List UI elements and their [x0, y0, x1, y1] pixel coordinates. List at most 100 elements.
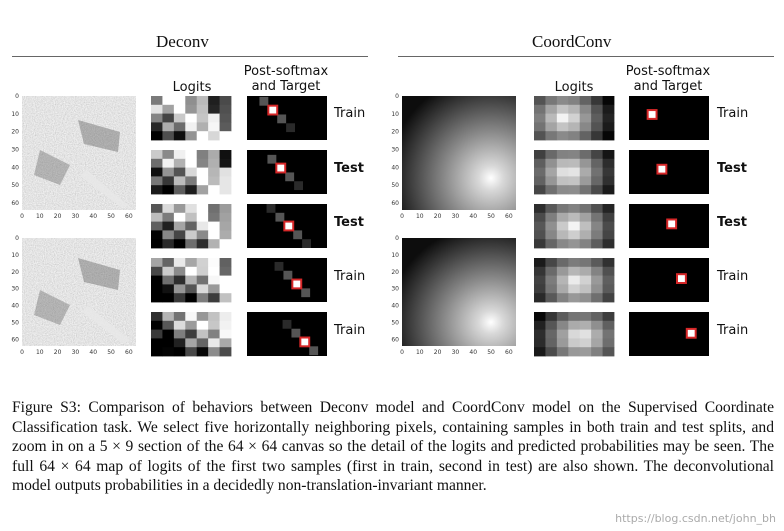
coordconv-logits-crop	[534, 96, 615, 141]
deconv-row-5-label: Train	[334, 323, 366, 338]
y-tick-label: 30	[11, 146, 19, 153]
figure-caption: Figure S3: Comparison of behaviors betwe…	[12, 399, 774, 494]
y-tick-label: 30	[11, 286, 19, 293]
deconv-softmax-crop	[247, 204, 327, 248]
x-tick-label: 50	[487, 213, 495, 220]
y-tick-label: 20	[391, 269, 399, 276]
y-tick-label: 20	[11, 269, 19, 276]
x-tick-label: 10	[36, 213, 44, 220]
y-tick-label: 20	[11, 129, 19, 136]
y-tick-label: 0	[395, 235, 399, 242]
y-tick-label: 10	[11, 252, 19, 259]
deconv-softmax-crop	[247, 96, 327, 140]
coordconv-softmax-crop	[629, 150, 709, 194]
y-tick-label: 20	[391, 129, 399, 136]
y-tick-label: 50	[391, 182, 399, 189]
deconv-logits-header: Logits	[172, 80, 212, 95]
x-tick-label: 0	[20, 213, 24, 220]
x-tick-label: 10	[416, 213, 424, 220]
coordconv-logits-crop	[534, 312, 615, 357]
x-tick-label: 20	[434, 213, 442, 220]
coordconv-row-5-label: Train	[717, 323, 749, 338]
x-tick-label: 50	[487, 349, 495, 356]
x-tick-label: 50	[107, 349, 115, 356]
coordconv-full-map-test	[402, 238, 516, 346]
y-tick-label: 10	[11, 111, 19, 118]
y-tick-label: 60	[391, 200, 399, 207]
deconv-title-rule	[12, 56, 368, 57]
deconv-post-softmax-header: Post-softmax and Target	[236, 64, 336, 94]
deconv-logits-crop	[151, 258, 232, 303]
y-tick-label: 0	[15, 235, 19, 242]
y-tick-label: 60	[391, 336, 399, 343]
x-tick-label: 20	[434, 349, 442, 356]
x-tick-label: 30	[452, 213, 460, 220]
x-tick-label: 30	[452, 349, 460, 356]
x-tick-label: 60	[125, 349, 133, 356]
y-tick-label: 30	[391, 286, 399, 293]
deconv-row-2-label: Test	[334, 161, 364, 176]
y-tick-label: 10	[391, 252, 399, 259]
deconv-softmax-crop	[247, 258, 327, 302]
y-tick-label: 40	[391, 164, 399, 171]
coordconv-logits-header: Logits	[554, 80, 594, 95]
x-tick-label: 20	[54, 213, 62, 220]
deconv-title: Deconv	[156, 32, 209, 51]
coordconv-post-softmax-header: Post-softmax and Target	[618, 64, 718, 94]
coordconv-row-4-label: Train	[717, 269, 749, 284]
post-softmax-line2: and Target	[633, 79, 703, 94]
coordconv-logits-crop	[534, 150, 615, 195]
x-tick-label: 0	[400, 349, 404, 356]
deconv-full-map-test	[22, 238, 136, 346]
coordconv-softmax-crop	[629, 204, 709, 248]
coordconv-logits-crop	[534, 258, 615, 303]
coordconv-softmax-crop	[629, 312, 709, 356]
x-tick-label: 10	[416, 349, 424, 356]
post-softmax-line1: Post-softmax	[243, 64, 329, 79]
x-tick-label: 40	[89, 213, 97, 220]
y-tick-label: 10	[391, 111, 399, 118]
zoomed-crops	[151, 96, 709, 357]
x-tick-label: 60	[505, 213, 513, 220]
deconv-logits-crop	[151, 96, 232, 141]
coordconv-full-map-train	[402, 96, 516, 210]
post-softmax-line1: Post-softmax	[625, 64, 711, 79]
x-tick-label: 40	[469, 213, 477, 220]
x-tick-label: 30	[72, 213, 80, 220]
post-softmax-line2: and Target	[251, 79, 321, 94]
deconv-row-4-label: Train	[334, 269, 366, 284]
x-tick-label: 40	[89, 349, 97, 356]
watermark: https://blog.csdn.net/john_bh	[615, 512, 776, 525]
y-tick-label: 40	[11, 303, 19, 310]
coordconv-row-1-label: Train	[717, 106, 749, 121]
coordconv-row-3-label: Test	[717, 215, 747, 230]
x-tick-label: 20	[54, 349, 62, 356]
deconv-softmax-crop	[247, 150, 327, 194]
coordconv-softmax-crop	[629, 96, 709, 140]
coordconv-title: CoordConv	[532, 32, 612, 51]
deconv-logits-crop	[151, 312, 232, 357]
coordconv-title-rule	[398, 56, 774, 57]
y-tick-label: 50	[11, 182, 19, 189]
y-tick-label: 30	[391, 146, 399, 153]
y-tick-label: 0	[15, 93, 19, 100]
x-tick-label: 0	[20, 349, 24, 356]
deconv-softmax-crop	[247, 312, 327, 356]
y-tick-label: 0	[395, 93, 399, 100]
x-tick-label: 60	[505, 349, 513, 356]
deconv-full-map-train	[22, 96, 136, 210]
y-tick-label: 50	[391, 319, 399, 326]
y-tick-label: 60	[11, 200, 19, 207]
coordconv-softmax-crop	[629, 258, 709, 302]
x-tick-label: 30	[72, 349, 80, 356]
x-tick-label: 0	[400, 213, 404, 220]
coordconv-row-2-label: Test	[717, 161, 747, 176]
deconv-logits-crop	[151, 204, 232, 249]
y-tick-label: 40	[391, 303, 399, 310]
deconv-row-1-label: Train	[334, 106, 366, 121]
y-tick-label: 60	[11, 336, 19, 343]
y-tick-label: 40	[11, 164, 19, 171]
coordconv-logits-crop	[534, 204, 615, 249]
